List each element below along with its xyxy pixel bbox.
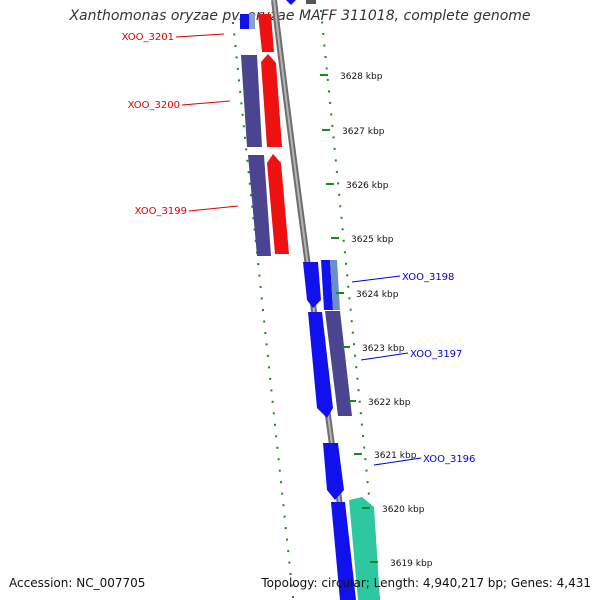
gene-label[interactable]: XOO_3200 [128, 100, 180, 111]
gene-label-leader [188, 205, 239, 212]
gene-label-leader [181, 100, 231, 106]
gene-label-leader [175, 33, 225, 38]
tick-mark [336, 292, 344, 294]
tick-mark [326, 183, 334, 185]
tick-label: 3619 kbp [390, 559, 433, 569]
tick-label: 3623 kbp [362, 344, 405, 354]
gene-XOO_3197-slate[interactable] [325, 311, 352, 416]
gene-label[interactable]: XOO_3196 [423, 454, 475, 465]
gene-XOO_3197-arrow[interactable] [308, 312, 333, 418]
gene-XOO_3198-split[interactable] [321, 260, 340, 310]
genome-summary: Topology: circular; Length: 4,940,217 bp… [261, 576, 591, 590]
gene-label[interactable]: XOO_3201 [122, 32, 174, 43]
tick-mark [362, 507, 370, 509]
gene-XOO_3200-red[interactable] [261, 54, 282, 147]
gene-XOO_3201-arrow[interactable] [258, 14, 274, 52]
tick-mark [322, 129, 330, 131]
accession-text: Accession: NC_007705 [9, 576, 146, 590]
gene-XOO_3198-arrow[interactable] [303, 262, 321, 308]
gene-label-leader [360, 352, 409, 361]
tick-mark [342, 346, 350, 348]
gene-XOO_3200-slate[interactable] [241, 55, 262, 147]
gene-XOO_3196-bottom-blue[interactable] [331, 502, 356, 600]
tick-mark [320, 74, 328, 76]
tick-label: 3626 kbp [346, 181, 389, 191]
map-title: Xanthomonas oryzae pv. oryzae MAFF 31101… [69, 8, 531, 24]
gene-top-partial [286, 0, 316, 5]
gene-XOO_3196-arrow[interactable] [323, 443, 344, 500]
gene-XOO_3199-slate[interactable] [248, 155, 271, 256]
tick-label: 3620 kbp [382, 505, 425, 515]
tick-label: 3624 kbp [356, 290, 399, 300]
tick-label: 3621 kbp [374, 451, 417, 461]
gene-label-leader [351, 275, 401, 283]
kbp-ticks: 3628 kbp 3627 kbp 3626 kbp 3625 kbp 3624 kbp… [320, 72, 433, 569]
tick-mark [370, 561, 378, 563]
tick-label: 3622 kbp [368, 398, 411, 408]
gene-label[interactable]: XOO_3197 [410, 349, 462, 360]
gene-labels: XOO_3201 XOO_3200 XOO_3199 XOO_3198 XOO_3197… [122, 32, 475, 466]
gene-label[interactable]: XOO_3198 [402, 272, 454, 283]
tick-label: 3625 kbp [351, 235, 394, 245]
gene-XOO_3201-block[interactable] [240, 14, 255, 29]
gene-label[interactable]: XOO_3199 [135, 206, 187, 217]
gene-label-leader [373, 457, 422, 466]
dotted-guides [232, 10, 380, 598]
tick-mark [348, 400, 356, 402]
tick-mark [354, 453, 362, 455]
tick-mark [331, 237, 339, 239]
gene-XOO_3199-red[interactable] [267, 154, 289, 254]
tick-label: 3628 kbp [340, 72, 383, 82]
gene-teal[interactable] [349, 497, 380, 600]
tick-label: 3627 kbp [342, 127, 385, 137]
